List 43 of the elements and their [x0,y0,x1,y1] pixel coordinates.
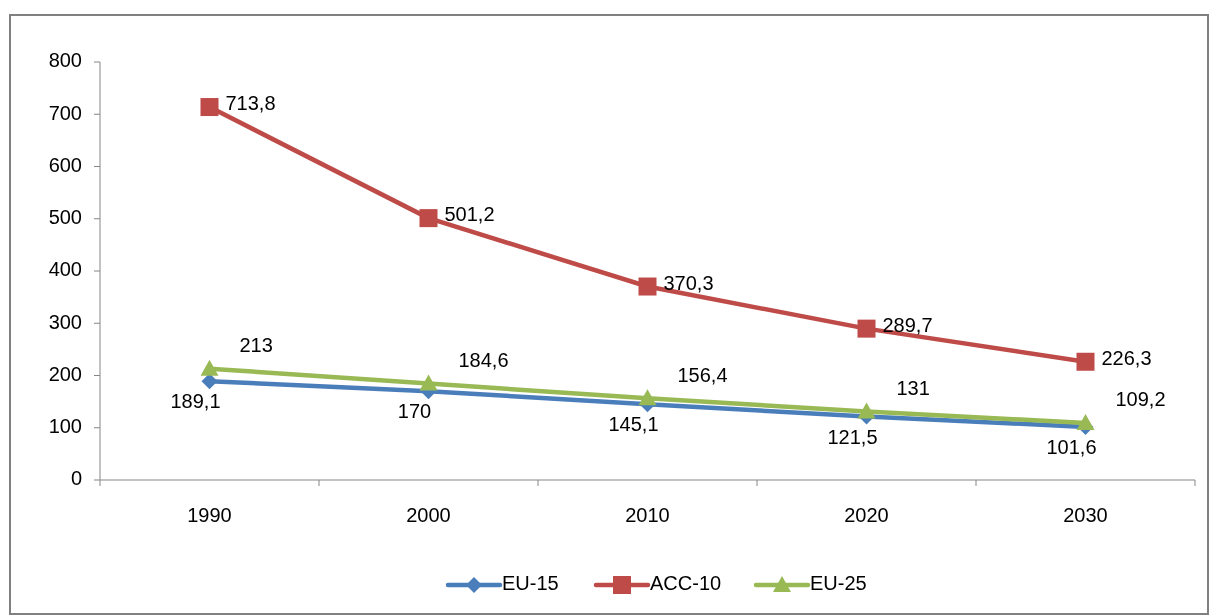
data-label: 226,3 [1101,347,1152,370]
point [200,359,219,376]
point [419,209,438,228]
x-tick-label: 2030 [1063,504,1108,526]
legend-label: EU-15 [502,572,559,595]
legend-label: EU-25 [810,572,867,595]
data-label: 109,2 [1115,388,1166,411]
point [201,373,218,390]
data-label: 145,1 [608,413,659,436]
y-tick-label: 700 [48,101,82,124]
x-tick-label: 2010 [625,504,670,526]
point [638,277,657,296]
point [1076,352,1095,371]
data-label: 713,8 [225,92,276,115]
y-tick-label: 600 [48,153,82,176]
y-tick-label: 800 [48,49,82,72]
data-label: 501,2 [444,203,495,226]
data-label: 131 [896,376,930,399]
data-label: 370,3 [663,271,714,294]
y-tick-label: 500 [48,206,82,229]
x-tick-label: 2000 [406,504,451,526]
point [857,319,876,338]
y-tick-label: 400 [48,258,82,281]
legend-label: ACC-10 [650,572,722,595]
data-label: 121,5 [827,425,878,448]
x-tick-label: 1990 [187,504,232,526]
x-tick-label: 2020 [844,504,889,526]
data-label: 213 [239,333,273,356]
y-tick-label: 0 [70,467,82,490]
point [1076,413,1095,430]
point [638,389,657,406]
point [857,402,876,419]
data-label: 170 [397,400,432,423]
data-label: 101,6 [1046,436,1097,459]
data-label: 289,7 [882,313,933,336]
data-label: 156,4 [677,363,728,386]
data-label: 184,6 [458,348,509,371]
y-tick-label: 300 [48,310,82,333]
data-label: 189,1 [170,390,221,413]
y-tick-label: 200 [48,362,82,385]
point [200,98,219,117]
point [419,374,438,391]
y-tick-label: 100 [48,415,82,438]
